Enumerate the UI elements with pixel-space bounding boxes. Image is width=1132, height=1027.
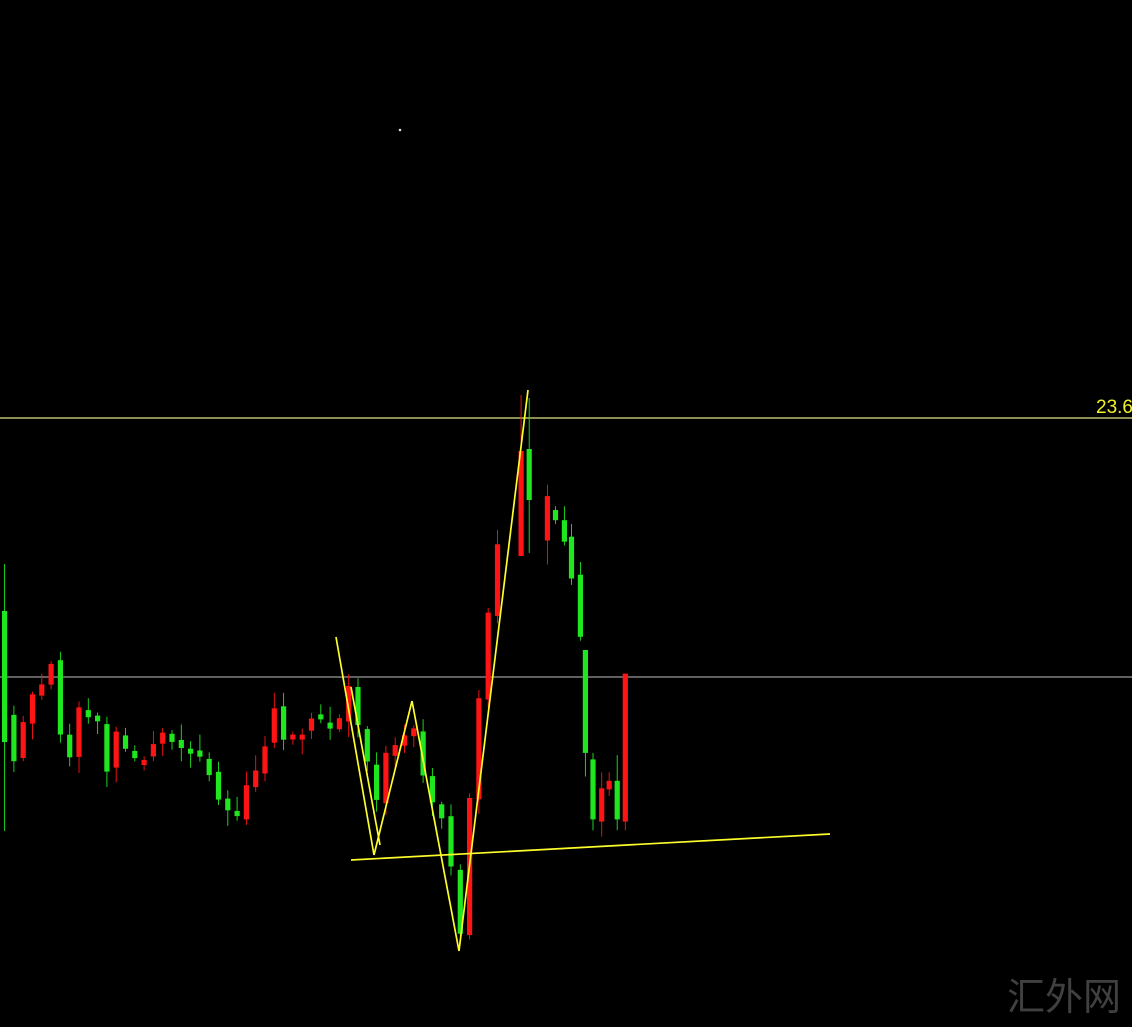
svg-text:23.6: 23.6 [1096, 397, 1132, 418]
svg-text:汇外网: 汇外网 [1007, 977, 1121, 1019]
